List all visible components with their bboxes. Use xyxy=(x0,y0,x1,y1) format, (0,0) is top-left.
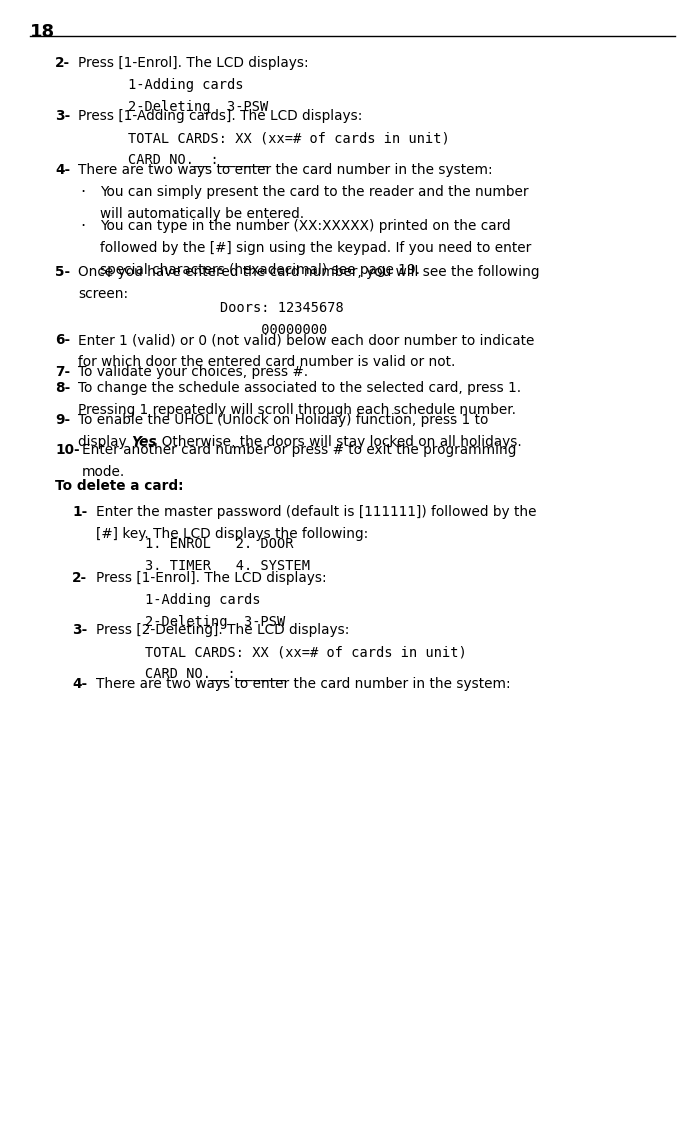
Text: Press [1-Adding cards]. The LCD displays:: Press [1-Adding cards]. The LCD displays… xyxy=(78,109,362,123)
Text: 2-Deleting  3-PSW: 2-Deleting 3-PSW xyxy=(128,100,268,114)
Text: 8-: 8- xyxy=(55,381,70,395)
Text: CARD NO.__:______: CARD NO.__:______ xyxy=(145,667,285,681)
Text: mode.: mode. xyxy=(82,465,125,480)
Text: 00000000: 00000000 xyxy=(220,323,327,337)
Text: 1. ENROL   2. DOOR: 1. ENROL 2. DOOR xyxy=(145,537,294,551)
Text: followed by the [#] sign using the keypad. If you need to enter: followed by the [#] sign using the keypa… xyxy=(100,241,531,254)
Text: . Otherwise, the doors will stay locked on all holidays.: . Otherwise, the doors will stay locked … xyxy=(153,435,522,449)
Text: You can type in the number (XX:XXXXX) printed on the card: You can type in the number (XX:XXXXX) pr… xyxy=(100,219,511,233)
Text: 6-: 6- xyxy=(55,333,70,347)
Text: To change the schedule associated to the selected card, press 1.: To change the schedule associated to the… xyxy=(78,381,521,395)
Text: There are two ways to enter the card number in the system:: There are two ways to enter the card num… xyxy=(78,163,493,176)
Text: 1-Adding cards: 1-Adding cards xyxy=(145,593,260,607)
Text: [#] key. The LCD displays the following:: [#] key. The LCD displays the following: xyxy=(96,527,368,541)
Text: Once you have entered the card number, you will see the following: Once you have entered the card number, y… xyxy=(78,265,539,279)
Text: Pressing 1 repeatedly will scroll through each schedule number.: Pressing 1 repeatedly will scroll throug… xyxy=(78,403,516,417)
Text: Press [1-Enrol]. The LCD displays:: Press [1-Enrol]. The LCD displays: xyxy=(78,57,309,70)
Text: To enable the UHOL (Unlock on Holiday) function, press 1 to: To enable the UHOL (Unlock on Holiday) f… xyxy=(78,413,489,428)
Text: screen:: screen: xyxy=(78,287,128,301)
Text: 4-: 4- xyxy=(72,677,87,691)
Text: 2-: 2- xyxy=(72,571,87,585)
Text: There are two ways to enter the card number in the system:: There are two ways to enter the card num… xyxy=(96,677,511,691)
Text: ·: · xyxy=(80,185,85,200)
Text: 10-: 10- xyxy=(55,443,80,457)
Text: 9-: 9- xyxy=(55,413,70,428)
Text: 3-: 3- xyxy=(72,623,88,637)
Text: TOTAL CARDS: XX (xx=# of cards in unit): TOTAL CARDS: XX (xx=# of cards in unit) xyxy=(145,645,466,659)
Text: 1-: 1- xyxy=(72,506,88,519)
Text: Enter 1 (valid) or 0 (not valid) below each door number to indicate: Enter 1 (valid) or 0 (not valid) below e… xyxy=(78,333,535,347)
Text: Enter the master password (default is [111111]) followed by the: Enter the master password (default is [1… xyxy=(96,506,537,519)
Text: 7-: 7- xyxy=(55,365,70,379)
Text: special characters (hexadecimal) see page 19.: special characters (hexadecimal) see pag… xyxy=(100,264,420,277)
Text: 1-Adding cards: 1-Adding cards xyxy=(128,78,243,92)
Text: You can simply present the card to the reader and the number: You can simply present the card to the r… xyxy=(100,185,528,199)
Text: will automatically be entered.: will automatically be entered. xyxy=(100,207,304,221)
Text: 2-: 2- xyxy=(55,57,70,70)
Text: ·: · xyxy=(80,219,85,234)
Text: 5-: 5- xyxy=(55,265,70,279)
Text: 3-: 3- xyxy=(55,109,70,123)
Text: CARD NO.__:______: CARD NO.__:______ xyxy=(128,153,268,167)
Text: 4-: 4- xyxy=(55,163,70,176)
Text: 2-Deleting  3-PSW: 2-Deleting 3-PSW xyxy=(145,615,285,629)
Text: 3. TIMER   4. SYSTEM: 3. TIMER 4. SYSTEM xyxy=(145,559,310,573)
Text: 18: 18 xyxy=(30,23,55,41)
Text: To validate your choices, press #.: To validate your choices, press #. xyxy=(78,365,308,379)
Text: Yes: Yes xyxy=(132,435,157,449)
Text: Enter another card number or press # to exit the programming: Enter another card number or press # to … xyxy=(82,443,516,457)
Text: TOTAL CARDS: XX (xx=# of cards in unit): TOTAL CARDS: XX (xx=# of cards in unit) xyxy=(128,131,450,145)
Text: To delete a card:: To delete a card: xyxy=(55,480,183,493)
Text: for which door the entered card number is valid or not.: for which door the entered card number i… xyxy=(78,355,455,369)
Text: display: display xyxy=(78,435,131,449)
Text: Press [2-Deleting]. The LCD displays:: Press [2-Deleting]. The LCD displays: xyxy=(96,623,349,637)
Text: Press [1-Enrol]. The LCD displays:: Press [1-Enrol]. The LCD displays: xyxy=(96,571,327,585)
Text: Doors: 12345678: Doors: 12345678 xyxy=(220,301,344,316)
